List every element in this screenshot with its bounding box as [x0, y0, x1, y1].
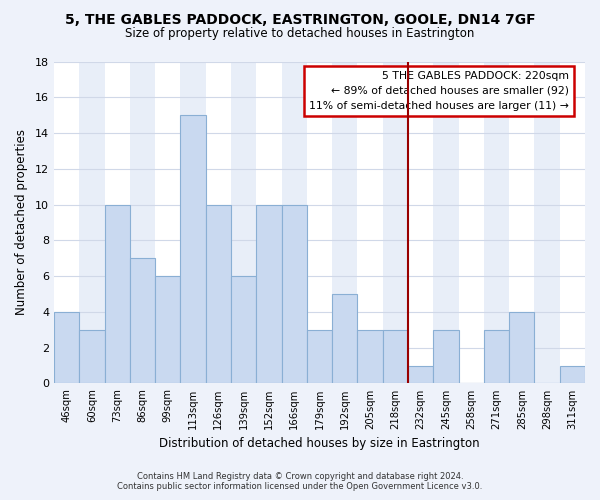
Bar — [358, 62, 383, 384]
Bar — [181, 62, 206, 384]
Bar — [383, 330, 408, 384]
Bar — [383, 62, 408, 384]
Bar — [560, 62, 585, 384]
Text: 5 THE GABLES PADDOCK: 220sqm
← 89% of detached houses are smaller (92)
11% of se: 5 THE GABLES PADDOCK: 220sqm ← 89% of de… — [309, 71, 569, 111]
Bar — [458, 62, 484, 384]
Bar — [433, 330, 458, 384]
Bar — [307, 62, 332, 384]
Bar — [281, 204, 307, 384]
Bar — [54, 62, 79, 384]
Bar — [181, 115, 206, 384]
Bar — [104, 204, 130, 384]
Bar — [130, 258, 155, 384]
Bar — [256, 62, 281, 384]
Y-axis label: Number of detached properties: Number of detached properties — [15, 130, 28, 316]
Bar — [535, 62, 560, 384]
Bar — [281, 62, 307, 384]
Bar — [79, 62, 104, 384]
Bar — [408, 366, 433, 384]
Bar — [307, 330, 332, 384]
Bar — [358, 330, 383, 384]
Bar — [206, 62, 231, 384]
Bar — [484, 330, 509, 384]
Bar — [560, 366, 585, 384]
Bar — [256, 204, 281, 384]
Bar — [408, 62, 433, 384]
Bar — [231, 276, 256, 384]
Bar — [433, 62, 458, 384]
Bar — [206, 204, 231, 384]
Bar — [332, 62, 358, 384]
Text: Size of property relative to detached houses in Eastrington: Size of property relative to detached ho… — [125, 28, 475, 40]
X-axis label: Distribution of detached houses by size in Eastrington: Distribution of detached houses by size … — [159, 437, 480, 450]
Bar — [155, 276, 181, 384]
Bar — [79, 330, 104, 384]
Bar — [509, 312, 535, 384]
Bar — [155, 62, 181, 384]
Bar — [130, 62, 155, 384]
Bar — [509, 62, 535, 384]
Bar — [484, 62, 509, 384]
Bar — [332, 294, 358, 384]
Bar — [104, 62, 130, 384]
Bar — [54, 312, 79, 384]
Bar — [231, 62, 256, 384]
Text: 5, THE GABLES PADDOCK, EASTRINGTON, GOOLE, DN14 7GF: 5, THE GABLES PADDOCK, EASTRINGTON, GOOL… — [65, 12, 535, 26]
Text: Contains HM Land Registry data © Crown copyright and database right 2024.
Contai: Contains HM Land Registry data © Crown c… — [118, 472, 482, 491]
